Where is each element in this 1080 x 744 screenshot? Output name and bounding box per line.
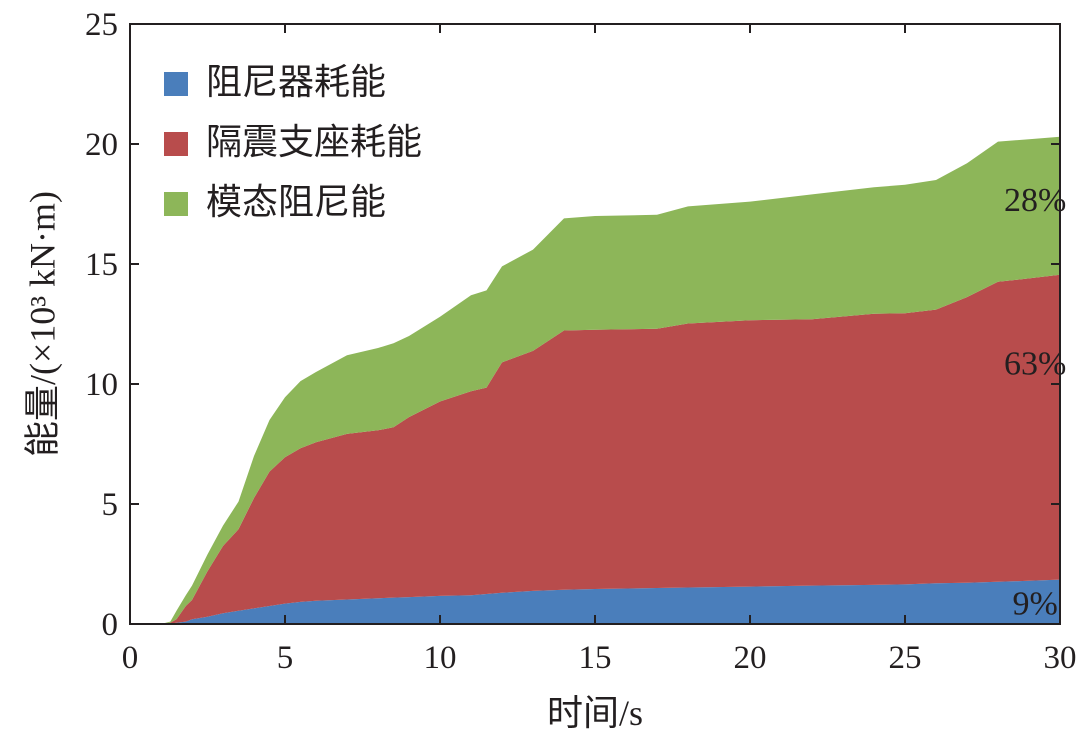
y-tick-label: 25 bbox=[85, 7, 118, 43]
x-tick-label: 15 bbox=[579, 640, 612, 676]
legend-label: 隔震支座耗能 bbox=[206, 122, 422, 163]
y-tick-label: 0 bbox=[102, 607, 119, 643]
legend-label: 阻尼器耗能 bbox=[206, 62, 386, 103]
areas-layer bbox=[130, 136, 1060, 625]
legend-label: 模态阻尼能 bbox=[206, 182, 386, 223]
y-tick-label: 15 bbox=[85, 247, 118, 283]
y-tick-label: 10 bbox=[85, 367, 118, 403]
area-series-2 bbox=[130, 274, 1060, 624]
annotation-layer: 28% 63% 9% bbox=[1004, 182, 1066, 622]
area-series-1 bbox=[130, 579, 1060, 624]
x-tick-label: 5 bbox=[277, 640, 294, 676]
legend-swatch bbox=[164, 192, 188, 216]
ticks-layer: 0 5 10 15 20 25 30 0 5 10 15 20 25 bbox=[85, 7, 1077, 676]
legend-swatch bbox=[164, 132, 188, 156]
x-tick-label: 30 bbox=[1044, 640, 1077, 676]
x-tick-label: 25 bbox=[889, 640, 922, 676]
x-axis-title: 时间/s bbox=[547, 693, 643, 733]
area-series-3 bbox=[130, 136, 1060, 625]
y-axis-title: 能量/(×10³ kN·m) bbox=[22, 191, 62, 457]
x-tick-label: 10 bbox=[424, 640, 457, 676]
percent-label: 28% bbox=[1004, 182, 1066, 219]
y-tick-label: 5 bbox=[102, 487, 119, 523]
x-tick-label: 0 bbox=[122, 640, 139, 676]
percent-label: 63% bbox=[1004, 345, 1066, 382]
legend-swatch bbox=[164, 72, 188, 96]
x-tick-label: 20 bbox=[734, 640, 767, 676]
y-tick-label: 20 bbox=[85, 127, 118, 163]
percent-label: 9% bbox=[1013, 585, 1058, 622]
